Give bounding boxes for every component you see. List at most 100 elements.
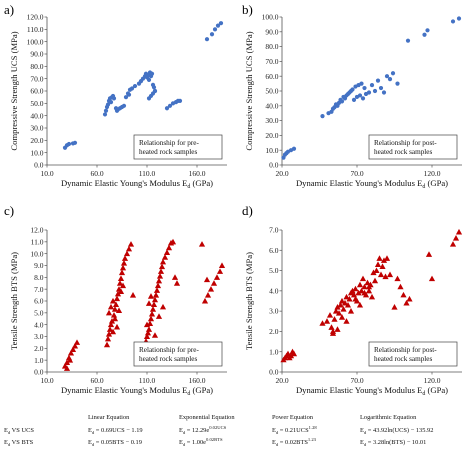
data-point [120,260,128,266]
data-point [155,313,163,319]
data-point [290,350,298,357]
data-point [149,306,157,312]
data-point [129,291,137,298]
data-point [203,276,211,283]
x-tick-label: 70.0 [350,376,363,385]
data-point [347,308,355,314]
data-point [428,275,436,282]
x-axis-title: Dynamic Elastic Young's Modulus Ed (GPa) [61,178,213,190]
data-point [110,312,118,318]
y-axis-title: Tensile Strength BTS (MPa) [244,252,254,350]
panel-label: c) [4,203,14,218]
y-axis-title: Compressive Strength UCS (MPa) [244,31,254,150]
x-axis-title: Dynamic Elastic Young's Modulus Ed (GPa) [296,178,448,190]
y-tick-label: 4.0 [34,320,44,329]
data-point [358,287,365,294]
data-point [425,251,433,257]
data-point [123,95,129,100]
annotation-text: heated rock samples [374,355,432,363]
linear-bts: Ed = 0.05BTS − 0.19 [88,439,142,447]
data-point [323,318,331,324]
data-point [218,21,224,26]
data-point [108,100,114,105]
data-point [145,326,153,332]
y-tick-label: 70.0 [265,57,278,66]
data-point [365,287,373,294]
annotation-text: Relationship for pre- [139,346,199,354]
y-tick-label: 30.0 [30,124,43,133]
data-point [391,303,398,310]
data-point [151,85,157,90]
data-point [366,90,372,95]
data-point [216,268,224,274]
data-point [158,263,166,270]
data-point [373,267,380,274]
data-point [105,309,113,316]
data-point [106,326,114,332]
exponential-bts: Ed = 1.00e0.02BTS [179,437,223,447]
data-point [356,301,364,308]
data-point [378,85,384,91]
data-point [334,303,341,310]
data-point [107,321,115,328]
data-point [145,300,153,306]
y-tick-label: 20.0 [30,136,43,145]
data-point [159,303,167,310]
data-point [374,261,382,267]
data-point [405,38,411,43]
data-point [352,285,359,292]
data-point [151,296,159,303]
data-point [152,291,160,298]
data-point [287,352,295,359]
data-point [143,333,151,339]
data-point [103,108,109,113]
y-tick-label: 9.0 [34,261,44,270]
y-tick-label: 50.0 [265,87,278,96]
annotation-text: heated rock samples [374,148,432,156]
data-point [372,88,378,94]
data-point [63,365,71,371]
data-point [156,273,164,279]
data-point [119,264,127,271]
data-point [108,318,116,324]
y-tick-label: 110.0 [27,25,44,34]
data-point [104,335,112,342]
data-point [121,255,129,261]
data-point [212,27,218,32]
data-point [210,280,218,286]
data-point [105,102,111,107]
data-point [201,297,209,304]
data-point [213,274,221,280]
data-point [72,140,78,145]
chart-panel-1: a)0.010.020.030.040.050.060.070.080.090.… [4,2,227,190]
data-point [351,97,357,102]
data-point [125,245,133,252]
data-point [109,297,117,304]
data-point [117,275,125,281]
y-tick-label: 120.0 [27,13,44,22]
data-point [215,23,221,28]
y-tick-label: 4.0 [269,286,279,295]
y-tick-label: 30.0 [265,116,278,125]
data-point [422,32,427,37]
data-point [326,312,334,318]
data-point [149,71,155,76]
data-point [355,289,362,296]
data-point [132,83,138,89]
y-tick-label: 6.0 [34,297,44,306]
linear-ucs: Ed = 0.69UCS − 1.19 [88,427,143,435]
equation-table: Linear Equation Exponential Equation Pow… [4,414,474,464]
data-point [177,98,183,103]
data-point [359,275,367,282]
row-label-bts: Ed VS BTS [4,439,34,447]
data-point [382,273,389,280]
data-point [334,326,341,332]
data-point [154,282,162,289]
data-point [403,299,410,306]
data-point [341,299,349,306]
data-point [150,301,158,308]
data-point [381,90,387,95]
data-point [425,28,430,33]
panel-label: b) [242,2,253,17]
data-point [394,275,401,282]
